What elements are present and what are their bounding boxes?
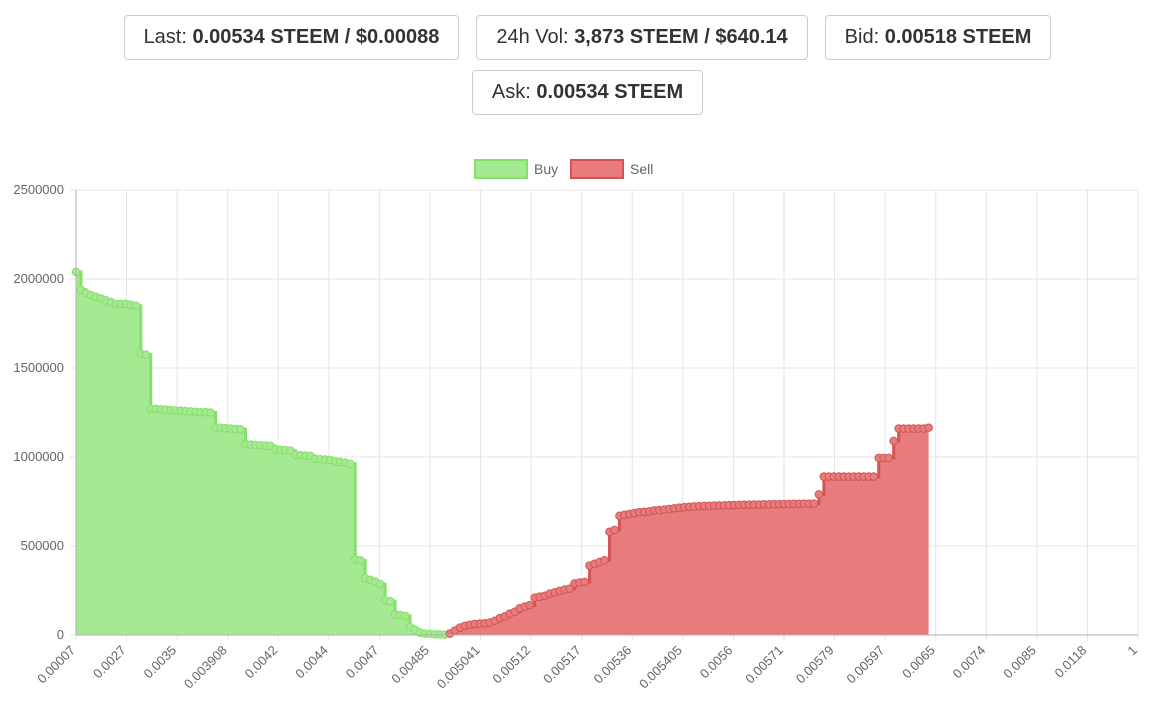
sell-point	[809, 499, 819, 508]
x-tick-label: 0.0044	[292, 643, 331, 682]
chart-legend: Buy Sell	[474, 159, 653, 179]
x-tick-label: 0.0056	[697, 643, 736, 682]
x-tick-label: 0.005405	[636, 643, 685, 692]
y-tick-label: 2000000	[13, 271, 64, 286]
chart-series	[71, 267, 933, 639]
volume-value: 3,873 STEEM / $640.14	[574, 26, 788, 48]
buy-point	[206, 408, 215, 417]
buy-point	[355, 555, 365, 565]
x-tick-label: 0.0074	[950, 643, 989, 682]
bid-value: 0.00518 STEEM	[884, 26, 1032, 48]
bid-stat: Bid: 0.00518 STEEM	[824, 15, 1052, 60]
x-tick-label: 0.0042	[242, 643, 281, 682]
legend-swatch-buy	[474, 159, 528, 179]
legend-label-sell: Sell	[630, 161, 653, 177]
x-tick-label: 0.0118	[1052, 643, 1090, 681]
ask-label: Ask:	[491, 81, 531, 103]
last-price-stat: Last: 0.00534 STEEM / $0.00088	[123, 15, 460, 60]
x-tick-label: 0.0027	[90, 643, 129, 682]
x-tick-label: 0.00571	[742, 643, 786, 687]
y-tick-label: 1000000	[13, 449, 64, 464]
y-tick-label: 2500000	[13, 182, 64, 197]
market-stats-row: Last: 0.00534 STEEM / $0.00088 24h Vol: …	[0, 15, 1175, 60]
buy-point	[400, 611, 410, 621]
x-tick-label: 0.00485	[388, 643, 432, 687]
legend-label-buy: Buy	[534, 161, 558, 177]
buy-point	[141, 350, 151, 359]
x-tick-label: 0.00579	[793, 643, 837, 687]
last-price-value: 0.00534 STEEM / $0.00088	[192, 26, 440, 48]
sell-point	[610, 525, 619, 535]
x-tick-label: 0.003908	[181, 643, 230, 692]
last-price-label: Last:	[143, 26, 187, 48]
volume-stat: 24h Vol: 3,873 STEEM / $640.14	[476, 15, 808, 60]
x-tick-label: 0.00512	[489, 643, 533, 687]
sell-point	[600, 555, 609, 565]
sell-point	[814, 490, 824, 499]
buy-point	[385, 596, 395, 606]
buy-area	[76, 271, 445, 635]
sell-area	[449, 427, 929, 635]
x-tick-label: 0.00007	[34, 643, 78, 687]
sell-point	[580, 577, 589, 587]
sell-point	[924, 423, 933, 432]
buy-point	[375, 579, 385, 589]
sell-point	[565, 584, 574, 594]
x-tick-label: 1	[1124, 643, 1140, 659]
x-tick-label: 0.005041	[434, 643, 483, 692]
x-tick-label: 0.0047	[343, 643, 382, 682]
sell-point	[525, 600, 535, 610]
y-tick-label: 0	[57, 627, 64, 642]
x-tick-label: 0.00517	[540, 643, 584, 687]
sell-point	[869, 472, 879, 481]
sell-point	[884, 453, 894, 463]
x-tick-label: 0.0065	[899, 643, 938, 682]
buy-point	[131, 301, 141, 310]
ask-stat: Ask: 0.00534 STEEM	[471, 70, 704, 115]
ask-value: 0.00534 STEEM	[536, 81, 684, 103]
x-tick-label: 0.0035	[141, 643, 180, 682]
y-tick-label: 500000	[21, 538, 64, 553]
bid-label: Bid:	[844, 26, 880, 48]
buy-point	[345, 459, 355, 469]
volume-label: 24h Vol:	[496, 26, 569, 48]
y-tick-label: 1500000	[13, 360, 64, 375]
x-tick-label: 0.0085	[1000, 643, 1039, 682]
buy-point	[236, 425, 245, 434]
x-tick-label: 0.00597	[843, 643, 887, 687]
depth-chart: Buy Sell 0 500000 1000000 1500000 2000000 2500…	[13, 159, 1140, 692]
market-stats-row-2: Ask: 0.00534 STEEM	[0, 70, 1175, 115]
sell-point	[889, 436, 898, 446]
x-tick-label: 0.00536	[591, 643, 635, 687]
legend-swatch-sell	[570, 159, 624, 179]
